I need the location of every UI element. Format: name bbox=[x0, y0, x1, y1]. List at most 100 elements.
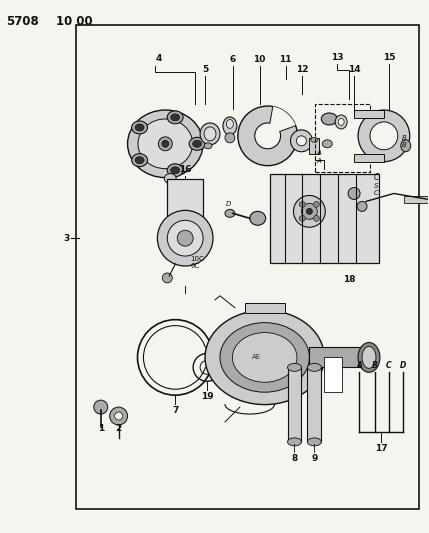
Circle shape bbox=[162, 273, 172, 283]
Bar bbox=[76, 25, 419, 510]
Ellipse shape bbox=[308, 364, 321, 372]
Text: 9: 9 bbox=[311, 454, 317, 463]
Ellipse shape bbox=[338, 118, 344, 125]
Circle shape bbox=[306, 208, 312, 214]
Text: B: B bbox=[402, 142, 407, 148]
Bar bbox=[308, 367, 321, 442]
Bar bbox=[354, 154, 384, 161]
Text: 4: 4 bbox=[155, 54, 162, 63]
Text: 13: 13 bbox=[331, 53, 344, 62]
Ellipse shape bbox=[401, 140, 411, 152]
Circle shape bbox=[314, 215, 319, 221]
Text: A: A bbox=[316, 150, 321, 156]
Circle shape bbox=[357, 201, 367, 212]
Ellipse shape bbox=[200, 123, 220, 145]
Circle shape bbox=[255, 123, 281, 149]
Ellipse shape bbox=[362, 346, 376, 368]
Bar bbox=[309, 348, 369, 367]
Circle shape bbox=[302, 204, 317, 219]
Text: 5708: 5708 bbox=[6, 14, 39, 28]
Bar bbox=[315, 104, 370, 172]
Text: 18: 18 bbox=[343, 275, 355, 284]
Text: C: C bbox=[374, 173, 379, 182]
Text: 2: 2 bbox=[115, 424, 122, 433]
Text: 10: 10 bbox=[254, 55, 266, 64]
Text: 16: 16 bbox=[179, 165, 191, 174]
Circle shape bbox=[177, 230, 193, 246]
Text: 12: 12 bbox=[296, 65, 309, 74]
Text: 5: 5 bbox=[202, 65, 208, 74]
Text: 19: 19 bbox=[201, 392, 213, 401]
Circle shape bbox=[158, 137, 172, 151]
Text: D: D bbox=[226, 201, 231, 207]
Text: 1: 1 bbox=[98, 424, 104, 433]
Wedge shape bbox=[175, 348, 213, 367]
Circle shape bbox=[299, 215, 305, 221]
Text: AE: AE bbox=[252, 354, 261, 360]
Bar bbox=[245, 303, 284, 313]
Text: 14: 14 bbox=[348, 65, 360, 74]
Text: 0C: 0C bbox=[190, 263, 199, 269]
Bar bbox=[309, 138, 319, 154]
Text: A: A bbox=[356, 361, 362, 370]
Text: D: D bbox=[399, 361, 406, 370]
Ellipse shape bbox=[171, 114, 180, 121]
Text: S: S bbox=[374, 182, 378, 189]
Circle shape bbox=[299, 201, 305, 207]
Bar bbox=[270, 174, 379, 263]
Bar bbox=[354, 110, 384, 118]
Ellipse shape bbox=[135, 157, 144, 164]
Text: 15: 15 bbox=[383, 53, 395, 62]
Wedge shape bbox=[268, 107, 296, 136]
Text: 17: 17 bbox=[375, 444, 387, 453]
Text: 6: 6 bbox=[230, 55, 236, 64]
Ellipse shape bbox=[132, 154, 148, 167]
Circle shape bbox=[238, 106, 297, 166]
Circle shape bbox=[94, 400, 108, 414]
Circle shape bbox=[348, 188, 360, 199]
Ellipse shape bbox=[321, 113, 337, 125]
Text: A: A bbox=[316, 158, 321, 164]
Ellipse shape bbox=[205, 310, 324, 405]
Text: 11: 11 bbox=[279, 55, 292, 64]
Ellipse shape bbox=[311, 138, 318, 142]
Text: 10C: 10C bbox=[190, 256, 204, 262]
Ellipse shape bbox=[335, 115, 347, 129]
Text: C: C bbox=[386, 361, 392, 370]
Ellipse shape bbox=[220, 322, 309, 392]
Text: 8: 8 bbox=[291, 454, 298, 463]
Ellipse shape bbox=[189, 138, 205, 150]
Wedge shape bbox=[175, 348, 207, 367]
Ellipse shape bbox=[171, 167, 180, 174]
Circle shape bbox=[225, 133, 235, 143]
Ellipse shape bbox=[204, 127, 216, 141]
Text: B: B bbox=[372, 361, 378, 370]
Text: 3: 3 bbox=[63, 233, 69, 243]
Ellipse shape bbox=[287, 364, 302, 372]
Ellipse shape bbox=[250, 212, 266, 225]
Circle shape bbox=[370, 122, 398, 150]
Ellipse shape bbox=[225, 209, 235, 217]
Circle shape bbox=[167, 220, 203, 256]
Ellipse shape bbox=[358, 343, 380, 373]
Text: 7: 7 bbox=[172, 406, 178, 415]
Ellipse shape bbox=[127, 110, 203, 177]
Circle shape bbox=[314, 201, 319, 207]
Circle shape bbox=[293, 196, 325, 227]
Circle shape bbox=[296, 136, 306, 146]
Text: B: B bbox=[402, 135, 407, 141]
Bar bbox=[287, 367, 302, 442]
Bar bbox=[324, 358, 342, 392]
Ellipse shape bbox=[167, 111, 183, 124]
Ellipse shape bbox=[138, 119, 193, 168]
Ellipse shape bbox=[308, 438, 321, 446]
Text: C: C bbox=[374, 190, 379, 197]
Ellipse shape bbox=[135, 124, 144, 131]
Ellipse shape bbox=[227, 119, 233, 128]
Ellipse shape bbox=[193, 140, 202, 147]
Circle shape bbox=[115, 412, 123, 420]
Circle shape bbox=[358, 110, 410, 161]
Ellipse shape bbox=[164, 174, 176, 183]
Bar bbox=[404, 197, 429, 204]
Ellipse shape bbox=[233, 333, 297, 382]
